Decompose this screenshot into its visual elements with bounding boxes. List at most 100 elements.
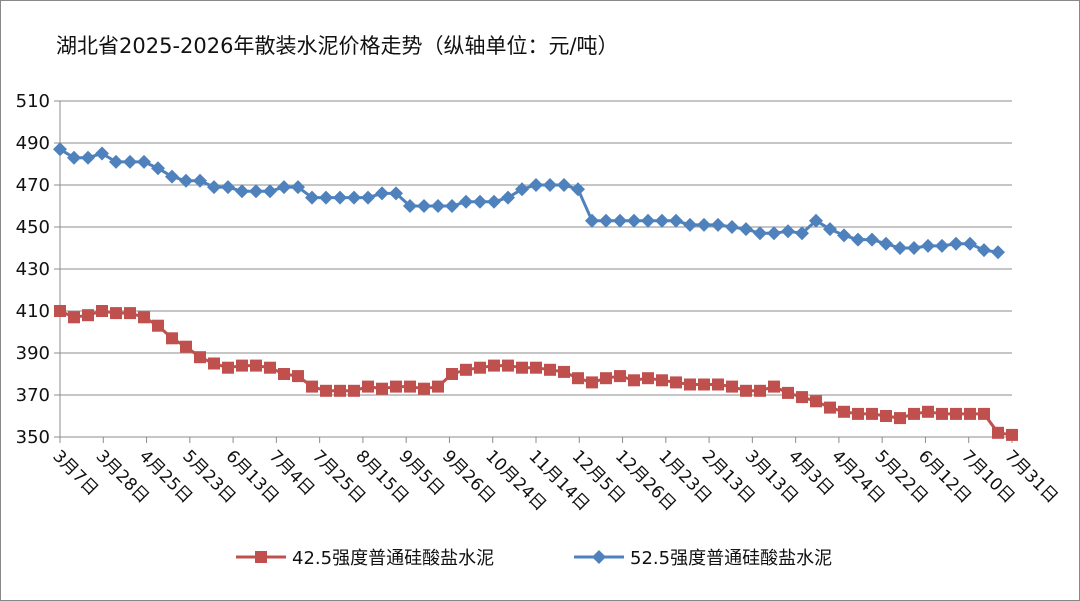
data-point	[992, 426, 1004, 439]
data-point	[487, 194, 501, 209]
data-point	[558, 365, 570, 378]
data-point	[852, 407, 864, 420]
data-point	[767, 226, 781, 241]
data-point	[68, 311, 80, 324]
data-point	[585, 213, 599, 228]
data-point	[697, 217, 711, 232]
data-point	[348, 384, 360, 397]
data-point	[782, 386, 794, 399]
data-point	[96, 305, 108, 317]
data-point	[54, 305, 66, 317]
data-point	[684, 378, 696, 391]
data-point	[67, 150, 81, 165]
data-point	[81, 150, 95, 165]
data-point	[123, 154, 137, 169]
data-point	[305, 190, 319, 205]
data-point	[824, 401, 836, 414]
data-point	[725, 220, 739, 234]
data-point	[614, 370, 626, 383]
legend-label: 52.5强度普通硅酸盐水泥	[630, 548, 832, 569]
data-point	[669, 213, 683, 228]
data-point	[445, 199, 459, 213]
data-point	[865, 232, 879, 247]
data-point	[306, 380, 318, 393]
data-point	[907, 241, 921, 255]
legend-marker	[255, 551, 267, 563]
y-tick-label: 510	[16, 91, 50, 112]
data-point	[194, 351, 206, 364]
data-point	[432, 380, 444, 393]
y-tick-label: 350	[16, 427, 50, 448]
data-point	[586, 376, 598, 389]
data-point	[656, 374, 668, 387]
data-point	[250, 359, 262, 372]
y-tick-label: 450	[16, 217, 50, 238]
data-point	[362, 380, 374, 393]
y-tick-label: 410	[16, 301, 50, 322]
data-point	[543, 178, 557, 192]
data-point	[880, 410, 892, 422]
data-point	[138, 311, 150, 324]
data-point	[502, 359, 514, 372]
data-point	[599, 213, 613, 228]
data-point	[291, 180, 305, 195]
data-point	[320, 384, 332, 397]
data-point	[670, 376, 682, 389]
data-point	[53, 142, 67, 157]
data-point	[922, 405, 934, 418]
data-point	[726, 380, 738, 393]
data-point	[795, 226, 809, 241]
data-point	[319, 190, 333, 205]
data-point	[950, 407, 962, 420]
legend-marker	[592, 550, 606, 564]
data-point	[515, 182, 529, 197]
y-tick-label: 430	[16, 259, 50, 280]
data-point	[137, 154, 151, 169]
data-point	[893, 241, 907, 255]
data-point	[347, 190, 361, 205]
data-point	[488, 359, 500, 372]
data-point	[361, 190, 375, 205]
y-tick-label: 370	[16, 385, 50, 406]
data-point	[908, 407, 920, 420]
data-point	[529, 178, 543, 192]
data-point	[530, 361, 542, 374]
data-point	[418, 382, 430, 395]
data-point	[417, 199, 431, 213]
data-point	[263, 184, 277, 199]
data-point	[894, 412, 906, 425]
data-point	[655, 213, 669, 228]
data-point	[796, 391, 808, 404]
data-point	[809, 213, 823, 228]
data-point	[628, 374, 640, 387]
data-point	[165, 169, 179, 184]
x-axis: 3月7日3月28日4月25日5月23日6月13日7月4日7月25日8月15日9月…	[48, 436, 1062, 515]
data-point	[334, 384, 346, 397]
data-point	[949, 236, 963, 251]
data-point	[236, 359, 248, 372]
y-tick-label: 390	[16, 343, 50, 364]
data-point	[390, 380, 402, 393]
data-point	[571, 182, 585, 197]
legend-item: 42.5强度普通硅酸盐水泥	[236, 548, 494, 569]
data-point	[459, 194, 473, 209]
data-point	[642, 372, 654, 385]
data-point	[516, 361, 528, 374]
data-point	[152, 319, 164, 332]
data-point	[866, 407, 878, 420]
data-point	[935, 238, 949, 253]
data-point	[249, 184, 263, 199]
data-point	[1006, 428, 1018, 441]
data-point	[333, 190, 347, 205]
data-point	[557, 178, 571, 192]
data-point	[544, 363, 556, 376]
data-point	[572, 372, 584, 385]
data-point	[754, 384, 766, 397]
series-52-5	[53, 142, 1005, 260]
data-point	[641, 213, 655, 228]
data-point	[711, 217, 725, 232]
data-point	[208, 357, 220, 370]
series-group	[53, 142, 1018, 441]
gridlines	[54, 100, 1012, 438]
